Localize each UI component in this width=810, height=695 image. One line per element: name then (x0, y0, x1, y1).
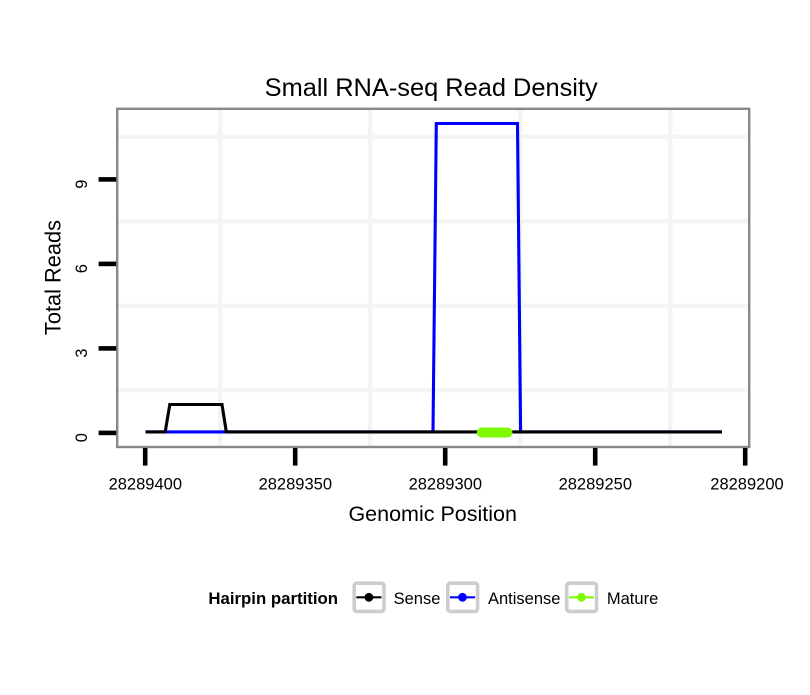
svg-text:Sense: Sense (394, 590, 441, 608)
svg-text:Total Reads: Total Reads (41, 220, 66, 335)
svg-text:Small RNA-seq Read Density: Small RNA-seq Read Density (265, 74, 598, 102)
svg-text:28289250: 28289250 (559, 475, 632, 493)
svg-text:3: 3 (73, 349, 91, 358)
svg-text:Hairpin partition: Hairpin partition (208, 589, 338, 608)
svg-text:Mature: Mature (607, 590, 658, 608)
svg-text:28289200: 28289200 (710, 475, 783, 493)
svg-text:28289300: 28289300 (409, 475, 482, 493)
svg-text:6: 6 (73, 264, 91, 273)
svg-text:0: 0 (73, 433, 91, 442)
svg-text:9: 9 (73, 180, 91, 189)
svg-text:Genomic Position: Genomic Position (348, 502, 517, 526)
svg-text:28289350: 28289350 (259, 475, 332, 493)
svg-text:28289400: 28289400 (109, 475, 182, 493)
svg-text:Antisense: Antisense (488, 590, 560, 608)
